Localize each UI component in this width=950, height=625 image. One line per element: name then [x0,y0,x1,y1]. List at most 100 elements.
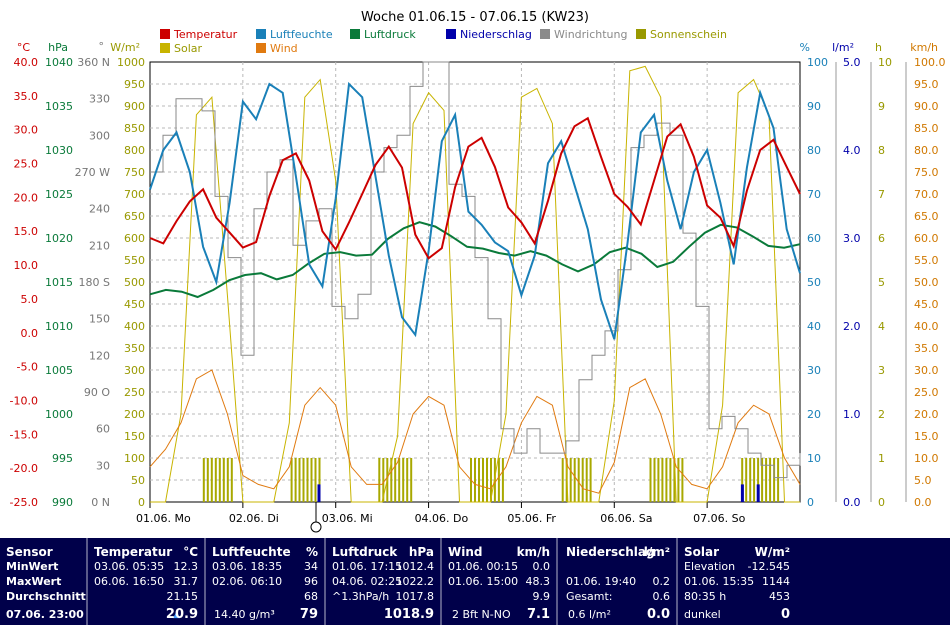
temp-unit: °C [183,545,198,559]
legend-label: Luftfeuchte [270,28,333,41]
rain-max-date: 01.06. 19:40 [566,575,637,588]
winddir-tick-label: 90 O [84,386,110,399]
stats-hum-column: Luftfeuchte% 03.06. 18:35 34 02.06. 06:10… [206,538,326,625]
winddir-tick-label: 150 [89,313,110,326]
sunshine-bar [210,458,213,502]
pressure-series-line [149,221,801,299]
wind-max-val: 48.3 [525,575,551,588]
press-max-date: 04.06. 02:25 [332,575,403,588]
solar-tick-label: 150 [124,430,145,443]
wind-tick-label: 100.0 [914,56,946,69]
solar-current: 0 [780,607,790,622]
sunshine-bar [222,458,225,502]
wind-tick-label: 60.0 [914,232,939,245]
pressure-unit-label: hPa [48,41,68,54]
press-trend: ^1.3hPa/h [332,590,390,603]
legend-swatch [540,29,550,39]
sunshine-bar [410,458,413,502]
sunshine-tick-label: 4 [878,320,885,333]
pressure-tick-label: 1035 [45,100,73,113]
sunshine-bar [398,458,401,502]
sunshine-bar [569,458,572,502]
wind-tick-label: 40.0 [914,320,939,333]
temp-tick-label: 15.0 [14,225,39,238]
hum-current: 79 [299,607,318,622]
sunshine-bar [765,458,768,502]
sunshine-tick-label: 1 [878,452,885,465]
pressure-tick-label: 1025 [45,188,73,201]
sunshine-bar [390,458,393,502]
pressure-tick-label: 1030 [45,144,73,157]
rain-tick-label: 5.0 [843,56,861,69]
press-header: Luftdruck [332,545,398,559]
hum-max-date: 02.06. 06:10 [212,575,283,588]
wind-unit-label: km/h [910,41,938,54]
wind-max-date: 01.06. 15:00 [448,575,519,588]
x-tick-label: 02.06. Di [229,512,279,525]
wind-tick-label: 15.0 [914,430,939,443]
hum-min-val: 34 [304,560,318,573]
wind-tick-label: 90.0 [914,100,939,113]
solar-header: Solar [684,545,720,559]
solar-state: dunkel [684,608,721,621]
sunshine-bar [478,458,480,502]
sunshine-bar [206,458,209,502]
rain-rate: 0.6 l/m² [568,608,611,621]
sunshine-bar [653,458,656,502]
wind-tick-label: 30.0 [914,364,939,377]
sunshine-bar [761,458,764,502]
sunshine-bar [202,458,205,502]
temp-max-val: 31.7 [173,575,199,588]
pressure-tick-label: 1010 [45,320,73,333]
solar-tick-label: 800 [124,144,145,157]
sunshine-bar [314,458,317,502]
rain-current: 0.0 [646,607,670,622]
solar-tick-label: 1000 [117,56,145,69]
sunshine-bar [661,458,664,502]
sunshine-bar [669,458,672,502]
sunshine-tick-label: 10 [878,56,892,69]
rain-tick-label: 1.0 [843,408,861,421]
legend-label: Luftdruck [364,28,416,41]
solar-tick-label: 100 [124,452,145,465]
sunshine-tick-label: 9 [878,100,885,113]
wind-series-line [149,369,801,494]
stats-sensor-column: Sensor MinWert MaxWert Durchschnitt 07.0… [0,538,88,625]
sunshine-bar [290,458,293,502]
solar-elev-val: -12.545 [747,560,790,573]
wind-tick-label: 25.0 [914,386,939,399]
solar-tick-label: 250 [124,386,145,399]
rain-bar [740,484,744,502]
stats-temp-column: Temperatur °C 03.06. 05:35 12.3 06.06. 16:… [88,538,206,625]
x-tick-label: 03.06. Mi [322,512,373,525]
sunshine-bar [501,458,504,502]
temp-tick-label: 25.0 [14,158,39,171]
wind-tick-label: 95.0 [914,78,939,91]
temp-tick-label: 30.0 [14,124,39,137]
press-unit: hPa [408,545,434,559]
winddir-tick-label: 30 [96,459,110,472]
legend-swatch [636,29,646,39]
solar-tick-label: 850 [124,122,145,135]
winddir-tick-label: 300 [89,129,110,142]
temp-avg: 21.15 [166,590,199,603]
wind-unit: km/h [516,545,550,559]
durchschnitt-label: Durchschnitt [6,590,86,603]
sunshine-bar [306,458,309,502]
press-avg: 1017.8 [395,590,435,603]
legend-label: Temperatur [173,28,238,41]
rain-max-val: 0.2 [652,575,671,588]
solar-tick-label: 50 [131,474,145,487]
sunshine-bar [573,458,576,502]
sunshine-bar [657,458,660,502]
press-max-val: 1022.2 [395,575,435,588]
sunshine-bar [482,458,484,502]
wind-tick-label: 50.0 [914,276,939,289]
legend-label: Sonnenschein [650,28,727,41]
sunshine-bar [394,458,397,502]
wind-tick-label: 5.0 [914,474,932,487]
temp-tick-label: -20.0 [10,462,38,475]
humidity-tick-label: 90 [807,100,821,113]
sunshine-bar [486,458,488,502]
temp-tick-label: 0.0 [21,327,39,340]
